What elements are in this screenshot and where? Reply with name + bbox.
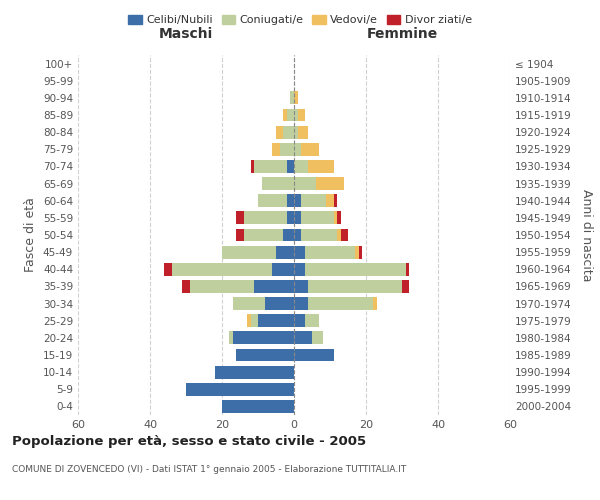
Bar — [308, 297, 373, 310]
Bar — [294, 348, 334, 362]
Bar — [301, 194, 326, 207]
Bar — [294, 160, 308, 173]
Bar — [294, 126, 298, 138]
Text: Popolazione per età, sesso e stato civile - 2005: Popolazione per età, sesso e stato civil… — [12, 435, 366, 448]
Text: COMUNE DI ZOVENCEDO (VI) - Dati ISTAT 1° gennaio 2005 - Elaborazione TUTTITALIA.: COMUNE DI ZOVENCEDO (VI) - Dati ISTAT 1°… — [12, 465, 406, 474]
Text: Maschi: Maschi — [159, 28, 213, 42]
Bar — [244, 228, 283, 241]
Bar — [294, 177, 316, 190]
Bar — [305, 246, 355, 258]
Bar — [305, 314, 319, 327]
Bar — [287, 160, 294, 173]
Bar — [301, 143, 319, 156]
Bar — [337, 212, 341, 224]
Bar — [182, 280, 190, 293]
Bar — [294, 194, 301, 207]
Y-axis label: Fasce di età: Fasce di età — [25, 198, 37, 272]
Bar — [233, 332, 294, 344]
Bar — [251, 160, 254, 173]
Bar — [287, 212, 294, 224]
Bar — [298, 108, 305, 122]
Bar — [294, 212, 301, 224]
Bar — [373, 297, 377, 310]
Bar — [294, 143, 301, 156]
Y-axis label: Anni di nascita: Anni di nascita — [580, 188, 593, 281]
Bar — [254, 280, 294, 293]
Bar — [341, 228, 348, 241]
Bar — [283, 126, 294, 138]
Bar — [254, 160, 287, 173]
Bar — [276, 246, 294, 258]
Bar — [164, 263, 172, 276]
Bar — [186, 383, 294, 396]
Bar — [359, 246, 362, 258]
Bar — [215, 366, 294, 378]
Bar — [233, 297, 265, 310]
Text: Femmine: Femmine — [367, 28, 437, 42]
Bar — [172, 263, 272, 276]
Bar — [258, 194, 287, 207]
Bar — [402, 280, 409, 293]
Bar — [229, 332, 233, 344]
Bar — [294, 92, 298, 104]
Bar — [294, 314, 305, 327]
Bar — [247, 314, 251, 327]
Bar — [294, 246, 305, 258]
Bar — [294, 297, 308, 310]
Bar — [294, 108, 298, 122]
Bar — [287, 194, 294, 207]
Bar — [312, 332, 323, 344]
Bar — [334, 212, 337, 224]
Bar — [287, 108, 294, 122]
Bar — [283, 228, 294, 241]
Bar — [272, 143, 280, 156]
Bar — [316, 177, 344, 190]
Bar — [222, 246, 276, 258]
Bar — [308, 160, 334, 173]
Bar — [326, 194, 334, 207]
Bar — [236, 228, 244, 241]
Bar — [222, 400, 294, 413]
Bar — [262, 177, 294, 190]
Bar — [294, 332, 312, 344]
Bar — [258, 314, 294, 327]
Legend: Celibi/Nubili, Coniugati/e, Vedovi/e, Divor ziati/e: Celibi/Nubili, Coniugati/e, Vedovi/e, Di… — [124, 10, 476, 30]
Bar — [190, 280, 254, 293]
Bar — [294, 280, 308, 293]
Bar — [251, 314, 258, 327]
Bar — [301, 212, 334, 224]
Bar — [276, 126, 283, 138]
Bar — [236, 212, 244, 224]
Bar — [290, 92, 294, 104]
Bar — [280, 143, 294, 156]
Bar — [305, 263, 406, 276]
Bar — [355, 246, 359, 258]
Bar — [265, 297, 294, 310]
Bar — [236, 348, 294, 362]
Bar — [283, 108, 287, 122]
Bar — [298, 126, 308, 138]
Bar — [334, 194, 337, 207]
Bar — [294, 228, 301, 241]
Bar — [406, 263, 409, 276]
Bar — [337, 228, 341, 241]
Bar — [294, 263, 305, 276]
Bar — [301, 228, 337, 241]
Bar — [272, 263, 294, 276]
Bar — [244, 212, 287, 224]
Bar — [308, 280, 402, 293]
